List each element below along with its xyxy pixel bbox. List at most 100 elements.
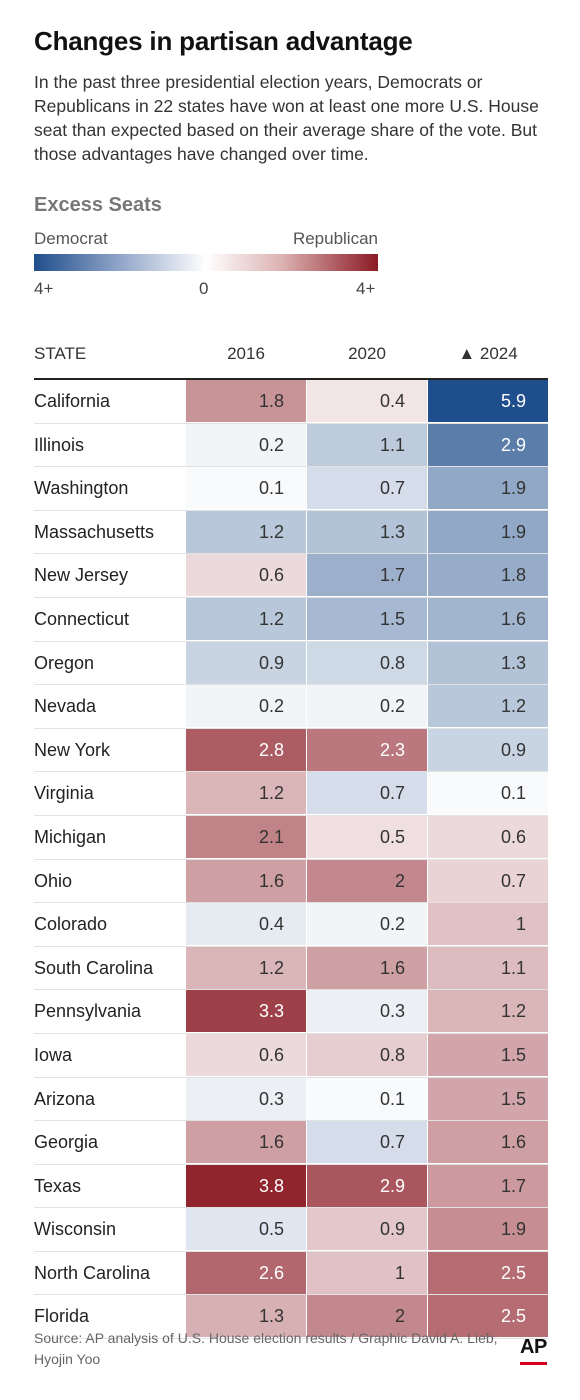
column-header-2024[interactable]: ▲ 2024 — [458, 344, 518, 363]
table-row: California 1.8 0.4 5.9 — [34, 380, 548, 424]
legend-republican-label: Republican — [292, 229, 378, 248]
value-cell-2016: 2.8 — [186, 728, 306, 771]
table-row: New Jersey 0.6 1.7 1.8 — [34, 554, 548, 598]
table-row: Pennsylvania 3.3 0.3 1.2 — [34, 990, 548, 1034]
value-cell-2020: 0.7 — [307, 467, 427, 510]
value-cell-2024: 1.9 — [428, 1208, 548, 1251]
value-cell-2016: 0.4 — [186, 903, 306, 946]
value-cell-2020: 2.9 — [307, 1164, 427, 1207]
column-header-2016[interactable]: 2016 — [227, 344, 265, 363]
value-cell-2020: 2.3 — [307, 728, 427, 771]
value-cell-2016: 0.1 — [186, 467, 306, 510]
value-cell-2024: 1.9 — [428, 510, 548, 553]
state-name: Massachusetts — [34, 521, 155, 542]
value-cell-2016: 1.6 — [186, 1121, 306, 1164]
state-name: Georgia — [34, 1132, 99, 1153]
value-cell-2024: 1.9 — [428, 467, 548, 510]
value-cell-2020: 0.3 — [307, 990, 427, 1033]
value-cell-2016: 1.2 — [186, 597, 306, 640]
value-cell-2024: 2.5 — [428, 1251, 548, 1294]
state-name: South Carolina — [34, 957, 154, 978]
value-cell-2016: 0.5 — [186, 1208, 306, 1251]
value-cell-2016: 3.3 — [186, 990, 306, 1033]
value-cell-2016: 0.6 — [186, 554, 306, 597]
value-cell-2024: 1.6 — [428, 597, 548, 640]
chart-description: In the past three presidential election … — [34, 72, 539, 164]
value-cell-2024: 2.9 — [428, 423, 548, 466]
value-cell-2020: 1.6 — [307, 946, 427, 989]
state-name: Florida — [34, 1306, 90, 1327]
table-body: California 1.8 0.4 5.9 Illinois 0.2 1.1 2.9 Wash… — [34, 380, 548, 1340]
table-row: Michigan 2.1 0.5 0.6 — [34, 815, 548, 860]
value-cell-2024: 1.2 — [428, 685, 548, 728]
value-cell-2016: 0.3 — [186, 1077, 306, 1120]
value-cell-2020: 2 — [307, 1295, 427, 1338]
value-cell-2020: 2 — [307, 859, 427, 902]
state-name: New Jersey — [34, 565, 129, 586]
table-row: Ohio 1.6 2 0.7 — [34, 859, 548, 904]
column-header-state[interactable]: STATE — [34, 344, 87, 363]
ap-logo: AP — [520, 1336, 547, 1358]
value-cell-2020: 1.5 — [307, 597, 427, 640]
table-header: STATE 2016 2020 ▲ 2024 — [34, 336, 548, 380]
chart-title: Changes in partisan advantage — [34, 26, 413, 56]
value-cell-2020: 1.1 — [307, 423, 427, 466]
value-cell-2020: 1.3 — [307, 510, 427, 553]
column-header-2020[interactable]: 2020 — [348, 344, 386, 363]
value-cell-2016: 2.1 — [186, 815, 306, 858]
value-cell-2024: 0.9 — [428, 728, 548, 771]
value-cell-2024: 5.9 — [428, 380, 548, 422]
table-row: Connecticut 1.2 1.5 1.6 — [34, 597, 548, 642]
excess-seats-table: STATE 2016 2020 ▲ 2024 California 1.8 0.4 5… — [34, 336, 548, 1340]
legend-tick-republican-max: 4+ — [356, 279, 376, 298]
value-cell-2024: 1 — [428, 903, 548, 946]
table-row: Washington 0.1 0.7 1.9 — [34, 467, 548, 511]
state-name: Connecticut — [34, 608, 130, 629]
value-cell-2016: 0.2 — [186, 685, 306, 728]
value-cell-2020: 0.2 — [307, 903, 427, 946]
state-name: North Carolina — [34, 1262, 151, 1283]
value-cell-2016: 1.3 — [186, 1295, 306, 1338]
value-cell-2020: 1.7 — [307, 554, 427, 597]
ap-logo-underline — [520, 1362, 547, 1365]
state-name: Arizona — [34, 1088, 96, 1109]
value-cell-2024: 1.5 — [428, 1077, 548, 1120]
value-cell-2024: 1.6 — [428, 1121, 548, 1164]
value-cell-2016: 1.6 — [186, 859, 306, 902]
state-name: Oregon — [34, 652, 95, 673]
value-cell-2016: 3.8 — [186, 1164, 306, 1207]
table-row: New York 2.8 2.3 0.9 — [34, 728, 548, 773]
value-cell-2020: 0.8 — [307, 1033, 427, 1076]
table-row: Massachusetts 1.2 1.3 1.9 — [34, 510, 548, 555]
legend-color-scale — [34, 254, 378, 271]
value-cell-2016: 0.9 — [186, 641, 306, 684]
value-cell-2024: 0.1 — [428, 772, 548, 815]
table-row: Nevada 0.2 0.2 1.2 — [34, 685, 548, 729]
value-cell-2016: 2.6 — [186, 1251, 306, 1294]
table-row: Florida 1.3 2 2.5 — [34, 1295, 548, 1340]
state-name: New York — [34, 739, 111, 760]
table-row: North Carolina 2.6 1 2.5 — [34, 1251, 548, 1296]
legend-title: Excess Seats — [34, 194, 162, 216]
value-cell-2020: 1 — [307, 1251, 427, 1294]
source-note: Source: AP analysis of U.S. House electi… — [34, 1330, 498, 1367]
value-cell-2020: 0.7 — [307, 772, 427, 815]
value-cell-2016: 1.2 — [186, 510, 306, 553]
value-cell-2024: 1.2 — [428, 990, 548, 1033]
table-row: Virginia 1.2 0.7 0.1 — [34, 772, 548, 816]
state-name: Illinois — [34, 434, 85, 455]
state-name: Washington — [34, 478, 129, 499]
state-name: Wisconsin — [34, 1219, 117, 1240]
value-cell-2016: 0.6 — [186, 1033, 306, 1076]
value-cell-2024: 0.7 — [428, 859, 548, 902]
state-name: Nevada — [34, 696, 97, 717]
state-name: Michigan — [34, 826, 107, 847]
table-row: Arizona 0.3 0.1 1.5 — [34, 1077, 548, 1122]
value-cell-2016: 1.8 — [186, 380, 306, 422]
state-name: California — [34, 391, 111, 411]
value-cell-2024: 1.5 — [428, 1033, 548, 1076]
value-cell-2020: 0.9 — [307, 1208, 427, 1251]
value-cell-2024: 1.8 — [428, 554, 548, 597]
table-row: Illinois 0.2 1.1 2.9 — [34, 423, 548, 468]
